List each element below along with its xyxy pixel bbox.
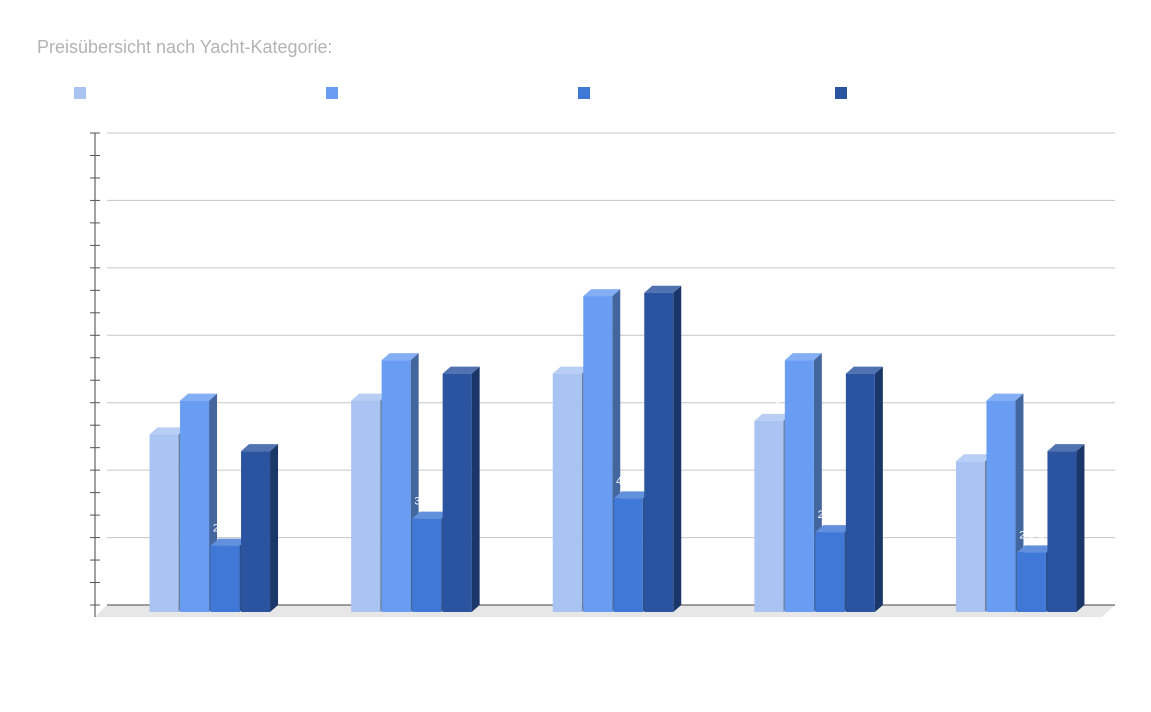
bar-s4-c4: [845, 373, 875, 612]
bar-top: [149, 427, 187, 435]
data-label: 2.1 €: [1019, 529, 1043, 541]
bar-s3-c2: [412, 518, 442, 612]
data-label: 2.1 €: [213, 523, 237, 535]
bar-side: [874, 366, 883, 612]
bar-top: [412, 511, 450, 519]
bar-top: [613, 491, 651, 499]
data-label: €: [170, 411, 176, 423]
chart-title: Preisübersicht nach Yacht-Kategorie:: [37, 37, 333, 57]
legend-swatch-3: [578, 87, 590, 99]
data-label: €: [574, 351, 580, 363]
bar-top: [754, 413, 792, 421]
bar-s3-c3: [613, 498, 643, 612]
bar-s4-c1: [241, 451, 271, 612]
legend-swatch-2: [326, 87, 338, 99]
bar-s3-c1: [210, 545, 240, 612]
bar-top: [644, 285, 682, 293]
bar-s4-c2: [442, 373, 472, 612]
bar-top: [845, 366, 883, 374]
bar-top: [1016, 545, 1054, 553]
data-label: 3.1 €: [414, 496, 438, 508]
bar-s3-c5: [1016, 552, 1046, 612]
data-label: €: [977, 438, 983, 450]
bar-s3-c4: [815, 532, 845, 612]
bar-top: [986, 393, 1024, 401]
bar-top: [552, 366, 590, 374]
bar-top: [583, 289, 621, 297]
bar-s2-c5: [986, 400, 1016, 612]
bar-top: [180, 393, 218, 401]
bar-top: [1047, 444, 1085, 452]
bar-s1-c2: [351, 400, 381, 612]
bar-top: [815, 525, 853, 533]
bar-side: [471, 366, 480, 612]
legend-swatch-4: [835, 87, 847, 99]
bar-top: [955, 454, 993, 462]
bar-top: [381, 353, 419, 361]
data-label: €: [775, 398, 781, 410]
bar-top: [241, 444, 279, 452]
bar-s2-c1: [180, 400, 210, 612]
bar-s1-c5: [955, 461, 985, 612]
bar-side: [270, 444, 279, 612]
bar-top: [210, 538, 248, 546]
bar-s2-c3: [583, 296, 613, 612]
bar-s2-c4: [784, 360, 814, 612]
bar-top: [351, 393, 389, 401]
bar-top: [442, 366, 480, 374]
bar-side: [673, 285, 682, 612]
bar-s2-c2: [381, 360, 411, 612]
bar-s4-c5: [1047, 451, 1077, 612]
bar-s1-c4: [754, 420, 784, 612]
data-label: 2.8 €: [818, 509, 842, 521]
bar-top: [784, 353, 822, 361]
legend-swatch-1: [74, 87, 86, 99]
bar-s4-c3: [644, 292, 674, 612]
data-label: €: [372, 378, 378, 390]
bar-side: [1076, 444, 1085, 612]
bar-s1-c3: [552, 373, 582, 612]
data-label: 4.0 €: [616, 475, 640, 487]
bar-s1-c1: [149, 434, 179, 612]
